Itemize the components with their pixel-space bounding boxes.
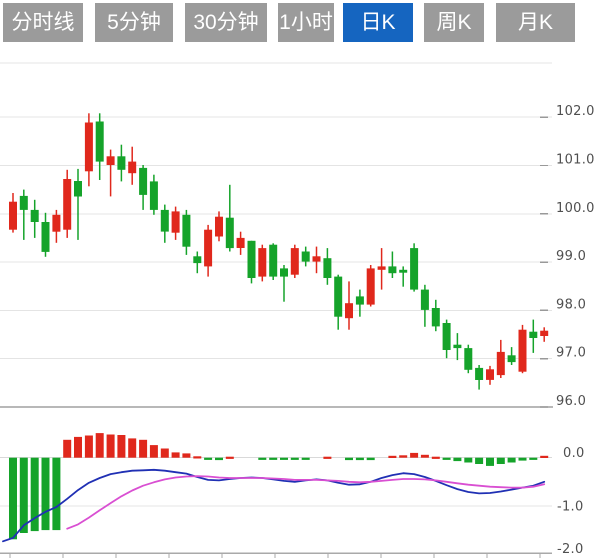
price-label: 97.0 [556,346,586,361]
macd-label: -1.0 [557,500,584,515]
candlesticks [9,113,549,390]
tab-30min[interactable]: 30分钟 [185,3,267,42]
price-label: 96.0 [556,394,586,409]
tab-time-line[interactable]: 分时线 [3,3,83,42]
tab-daily-k[interactable]: 日K [343,3,413,42]
price-label: 98.0 [556,297,586,312]
macd-axis-labels: 0.0 -1.0 -2.0 [557,446,585,557]
macd-histogram [9,433,549,540]
tab-weekly-k[interactable]: 周K [424,3,484,42]
macd-label: -2.0 [557,542,584,557]
tab-1hour[interactable]: 1小时 [278,3,334,42]
price-label: 100.0 [556,201,595,216]
price-label: 99.0 [556,249,586,264]
macd-dea-line [66,475,546,530]
timeframe-tabbar: 分时线 5分钟 30分钟 1小时 日K 周K 月K [0,3,604,42]
price-axis-labels: 102.0 101.0 100.0 99.0 98.0 97.0 96.0 [556,104,595,409]
price-label: 101.0 [556,153,595,168]
x-axis [0,552,552,558]
tab-5min[interactable]: 5分钟 [95,3,173,42]
tab-monthly-k[interactable]: 月K [496,3,575,42]
macd-label: 0.0 [563,446,585,461]
price-label: 102.0 [556,104,595,119]
grid-lines [0,62,553,507]
